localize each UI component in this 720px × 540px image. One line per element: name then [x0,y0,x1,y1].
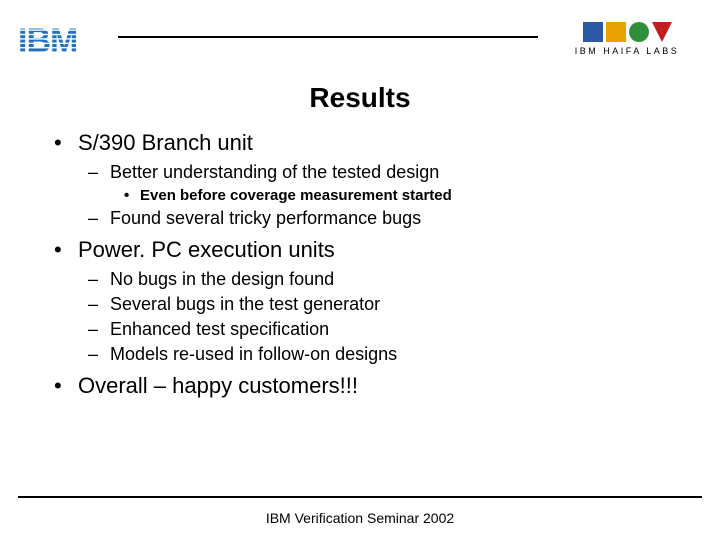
bullet-item: Power. PC execution units No bugs in the… [54,237,680,365]
haifa-labs-logo: IBM HAIFA LABS [552,22,702,64]
ibm-logo-svg: IBM [18,22,94,56]
haifa-labs-text: IBM HAIFA LABS [552,46,702,56]
shape-green [629,22,649,42]
bullet-item: Enhanced test specification [88,319,680,340]
bullet-text: Better understanding of the tested desig… [110,162,439,182]
footer-text: IBM Verification Seminar 2002 [0,510,720,526]
ibm-logo: IBM [18,22,94,56]
bullet-text: Found several tricky performance bugs [110,208,421,228]
bullet-text: Enhanced test specification [110,319,329,339]
bullet-text: Even before coverage measurement started [140,187,452,204]
bullet-list-lvl2: No bugs in the design found Several bugs… [88,269,680,365]
bullet-item: S/390 Branch unit Better understanding o… [54,130,680,229]
footer-rule [18,496,702,498]
bullet-list-lvl3: Even before coverage measurement started [124,187,680,204]
bullet-item: Models re-used in follow-on designs [88,344,680,365]
shape-yellow [606,22,626,42]
bullet-item: Several bugs in the test generator [88,294,680,315]
svg-text:IBM: IBM [18,22,77,56]
bullet-item: Overall – happy customers!!! [54,373,680,399]
slide: IBM IBM HAIFA LABS Results S/390 Branch … [0,0,720,540]
header: IBM IBM HAIFA LABS [18,22,702,66]
bullet-text: Several bugs in the test generator [110,294,380,314]
bullet-item: Better understanding of the tested desig… [88,162,680,204]
bullet-text: Models re-used in follow-on designs [110,344,397,364]
shape-blue [583,22,603,42]
bullet-item: Found several tricky performance bugs [88,208,680,229]
bullet-text: Power. PC execution units [78,237,335,262]
slide-body: S/390 Branch unit Better understanding o… [54,130,680,407]
bullet-item: No bugs in the design found [88,269,680,290]
haifa-shapes [552,22,702,42]
bullet-list-lvl2: Better understanding of the tested desig… [88,162,680,229]
bullet-list-lvl1: S/390 Branch unit Better understanding o… [54,130,680,399]
bullet-item: Even before coverage measurement started [124,187,680,204]
bullet-text: Overall – happy customers!!! [78,373,358,398]
header-rule [118,36,538,38]
bullet-text: S/390 Branch unit [78,130,253,155]
shape-red [652,22,672,42]
bullet-text: No bugs in the design found [110,269,334,289]
slide-title: Results [0,82,720,114]
